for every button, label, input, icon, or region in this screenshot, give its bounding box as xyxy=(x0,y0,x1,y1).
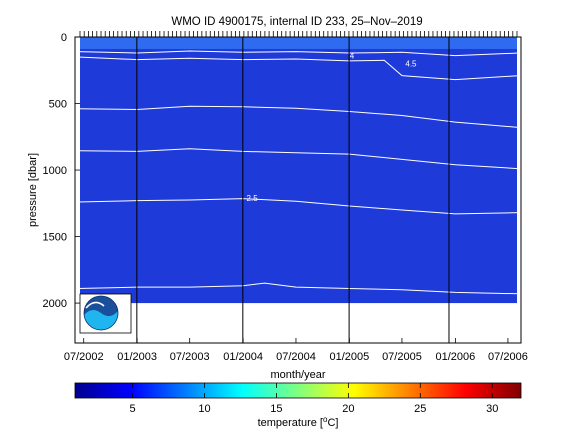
colorbar-label: temperature [oC] xyxy=(258,415,339,429)
x-axis-label: month/year xyxy=(270,369,325,381)
colorbar-tick-label-3: 20 xyxy=(342,403,354,415)
isotherm-contours: 4 4.5 2.5 xyxy=(77,50,520,295)
x-tick-label-5: 01/2005 xyxy=(330,351,370,363)
noaa-logo xyxy=(79,293,132,334)
x-tick-label-3: 01/2004 xyxy=(223,351,263,363)
colorbar-tick-label-4: 25 xyxy=(414,403,426,415)
x-tick-label-1: 01/2003 xyxy=(117,351,157,363)
isotherm-line-2 xyxy=(77,105,520,128)
isotherm-line-0 xyxy=(77,50,520,57)
colorbar-tick-label-1: 10 xyxy=(198,403,210,415)
colorbar-ticks: 5 10 15 20 25 30 xyxy=(129,383,498,415)
isotherm-label-4: 2.5 xyxy=(247,194,259,203)
y-tick-label-4: 2000 xyxy=(43,298,67,310)
chart-title: WMO ID 4900175, internal ID 233, 25–Nov–… xyxy=(171,16,422,28)
colorbar-tick-label-0: 5 xyxy=(129,403,135,415)
isotherm-line-4 xyxy=(77,198,520,215)
x-axis: 07/2002 01/2003 07/2003 01/2004 07/2004 01/20… xyxy=(64,338,528,363)
year-boundary-lines xyxy=(136,37,450,343)
colorbar xyxy=(74,382,522,399)
x-tick-label-4: 07/2004 xyxy=(276,351,316,363)
x-tick-label-7: 01/2006 xyxy=(435,351,475,363)
profile-ticks xyxy=(79,31,518,37)
y-tick-label-0: 0 xyxy=(61,32,67,44)
colorbar-tick-label-5: 30 xyxy=(486,403,498,415)
x-tick-label-8: 07/2006 xyxy=(488,351,528,363)
colorbar-tick-label-2: 15 xyxy=(270,403,282,415)
x-tick-label-2: 07/2003 xyxy=(170,351,210,363)
plot-frame xyxy=(74,36,522,344)
isotherm-line-5 xyxy=(77,282,520,295)
surface-layer xyxy=(80,37,517,49)
x-tick-label-0: 07/2002 xyxy=(64,351,104,363)
isotherm-label-0: 4 xyxy=(350,52,355,61)
y-axis: 0 500 1000 1500 2000 xyxy=(43,32,80,310)
temperature-field xyxy=(80,37,517,304)
y-tick-label-3: 1500 xyxy=(43,232,67,244)
plot-area xyxy=(80,37,517,304)
y-tick-label-1: 500 xyxy=(49,99,67,111)
isotherm-line-3 xyxy=(77,148,520,170)
x-tick-label-6: 07/2005 xyxy=(382,351,422,363)
y-tick-label-2: 1000 xyxy=(43,165,67,177)
y-axis-label: pressure [dbar] xyxy=(27,153,39,227)
isotherm-label-1: 4.5 xyxy=(405,60,417,69)
isotherm-line-1 xyxy=(77,56,520,81)
